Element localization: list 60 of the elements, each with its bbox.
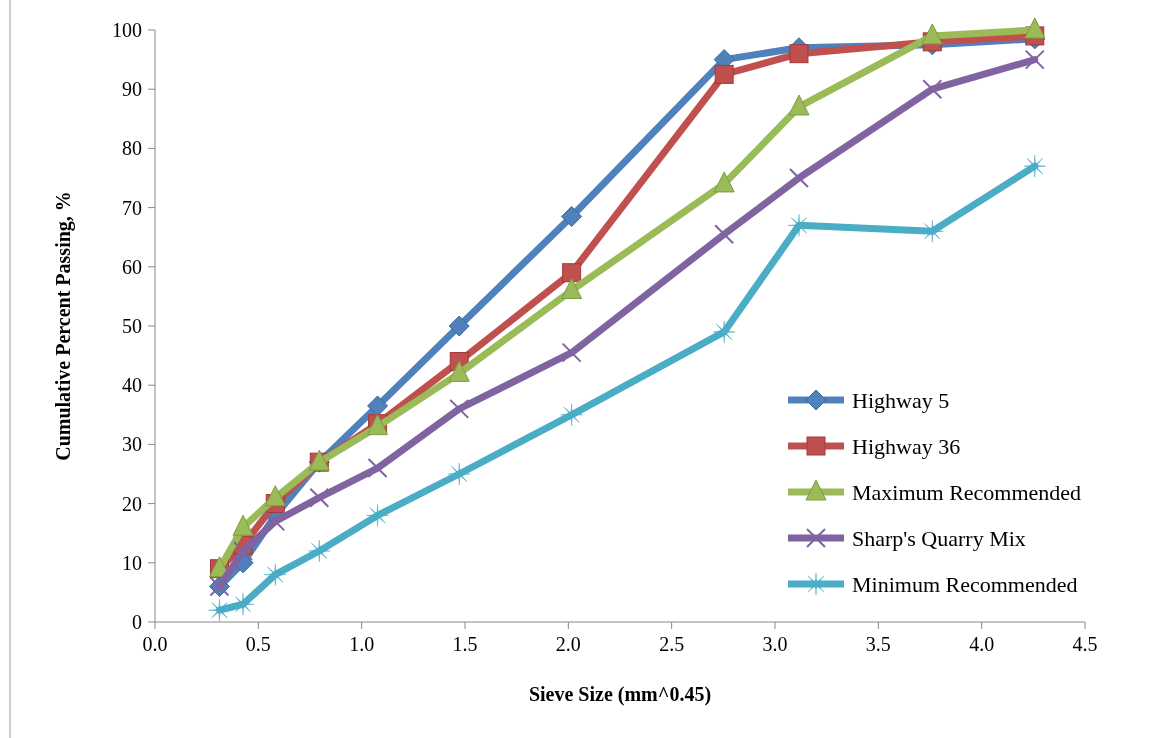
point: [1023, 154, 1047, 178]
point: [1024, 17, 1046, 39]
x-tick-label: 2.0: [555, 633, 581, 655]
point: [789, 44, 809, 64]
x-tick-label: 4.5: [1072, 633, 1098, 655]
x-tick-label: 3.0: [762, 633, 788, 655]
x-tick-label: 0.5: [245, 633, 271, 655]
point: [561, 342, 582, 363]
x-tick-label: 1.5: [452, 633, 478, 655]
point: [448, 315, 470, 337]
point: [1024, 49, 1045, 70]
point: [233, 540, 254, 561]
point: [264, 485, 286, 507]
point: [561, 205, 583, 227]
y-tick-label: 30: [122, 433, 142, 456]
point: [921, 220, 944, 243]
point: [367, 458, 388, 479]
point: [714, 224, 735, 245]
y-tick-label: 10: [122, 551, 142, 574]
point: [788, 94, 810, 116]
point: [309, 487, 330, 508]
legend-label: Highway 5: [852, 388, 950, 413]
point: [447, 462, 471, 486]
y-axis-title: Cumulative Percent Passing, %: [52, 191, 75, 461]
legend-label: Maximum Recommended: [852, 480, 1082, 505]
legend-label: Sharp's Quarry Mix: [852, 526, 1026, 551]
y-tick-label: 50: [122, 315, 142, 337]
x-tick-label: 4.0: [969, 633, 995, 655]
x-tick-label: 0.0: [142, 633, 168, 655]
point: [367, 395, 389, 417]
x-tick-label: 3.5: [865, 633, 891, 655]
point: [231, 592, 255, 616]
point: [787, 214, 811, 237]
legend-label: Minimum Recommended: [852, 572, 1078, 597]
y-tick-label: 20: [122, 492, 142, 515]
y-tick-label: 80: [122, 137, 142, 160]
point: [922, 79, 943, 100]
y-tick-label: 0: [132, 611, 142, 633]
point: [714, 64, 734, 84]
y-tick-label: 70: [122, 196, 142, 219]
y-tick-label: 100: [112, 19, 142, 41]
point: [366, 504, 389, 527]
point: [560, 403, 583, 427]
y-tick-label: 90: [122, 78, 142, 101]
point: [712, 320, 736, 344]
x-tick-label: 1.0: [349, 633, 375, 655]
x-tick-label: 2.5: [659, 633, 685, 655]
point: [788, 168, 809, 188]
point: [713, 171, 735, 193]
y-tick-label: 40: [122, 374, 142, 397]
point: [264, 563, 287, 586]
legend-label: Highway 36: [852, 434, 961, 459]
y-tick-label: 60: [122, 255, 142, 278]
point: [208, 598, 231, 622]
point: [921, 23, 943, 45]
point: [308, 539, 331, 563]
point: [562, 263, 582, 283]
x-axis-title: Sieve Size (mm^0.45): [528, 683, 712, 706]
point: [449, 398, 470, 419]
point: [265, 511, 286, 532]
